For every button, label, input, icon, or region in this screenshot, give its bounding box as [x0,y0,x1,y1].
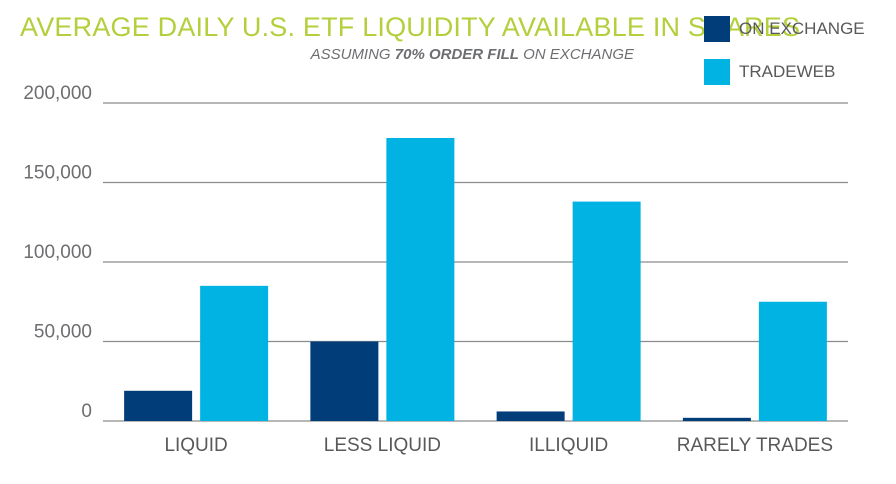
bar-tradeweb [200,285,269,421]
subtitle-prefix: ASSUMING [310,46,395,63]
subtitle-emphasis: 70% ORDER FILL [394,46,519,63]
bar-tradeweb [386,137,455,422]
bar-on-exchange [496,411,565,421]
legend-label-on-exchange: ON EXCHANGE [739,19,865,38]
y-tick-label: 200,000 [23,83,92,104]
bar-tradeweb [572,201,641,421]
legend-label-tradeweb: TRADEWEB [739,62,836,81]
x-category-label: LIQUID [164,435,227,456]
bars [124,137,827,422]
x-category-label: ILLIQUID [529,435,608,456]
y-tick-label: 50,000 [34,322,92,343]
subtitle-suffix: ON EXCHANGE [518,46,634,63]
chart-title: AVERAGE DAILY U.S. ETF LIQUIDITY AVAILAB… [20,12,801,42]
y-tick-label: 100,000 [23,242,92,263]
legend-item-on-exchange: ON EXCHANGE [704,16,865,42]
legend-item-tradeweb: TRADEWEB [704,59,865,85]
y-tick-label: 150,000 [23,163,92,184]
bar-tradeweb [758,301,827,421]
bar-on-exchange [124,390,193,421]
bar-on-exchange [682,417,751,421]
chart-subtitle: ASSUMING 70% ORDER FILL ON EXCHANGE [20,46,634,63]
bar-on-exchange [310,341,379,421]
x-category-label: LESS LIQUID [324,435,441,456]
y-axis-ticks: 0 50,000 100,000 150,000 200,000 [23,83,92,422]
x-axis-categories: LIQUID LESS LIQUID ILLIQUID RARELY TRADES [164,435,833,456]
y-tick-label: 0 [81,401,92,422]
legend-swatch-tradeweb [704,59,730,85]
legend-swatch-on-exchange [704,16,730,42]
chart-legend: ON EXCHANGE TRADEWEB [704,16,865,102]
x-category-label: RARELY TRADES [677,435,833,456]
